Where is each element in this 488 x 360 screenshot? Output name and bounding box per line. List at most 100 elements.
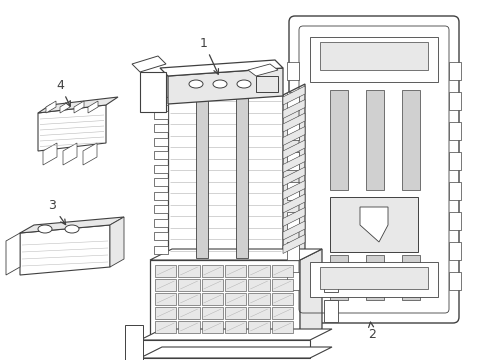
Polygon shape [283,153,305,172]
Bar [448,242,460,260]
Polygon shape [20,217,124,233]
Polygon shape [140,340,309,358]
Polygon shape [154,97,168,105]
Bar [309,37,437,82]
Polygon shape [132,56,165,72]
Polygon shape [247,64,278,76]
Polygon shape [154,246,168,253]
Polygon shape [178,307,199,319]
Ellipse shape [189,80,203,88]
Bar [324,300,337,322]
Bar [286,122,298,140]
Polygon shape [236,97,247,258]
Polygon shape [283,140,305,159]
Bar [329,197,417,252]
Polygon shape [359,207,387,242]
Polygon shape [283,180,305,199]
Polygon shape [88,101,98,113]
Bar [286,62,298,80]
Polygon shape [154,111,168,118]
Polygon shape [155,307,176,319]
Polygon shape [154,124,168,132]
Text: 1: 1 [200,36,218,74]
Bar [448,212,460,230]
Polygon shape [6,233,20,275]
Polygon shape [155,321,176,333]
Polygon shape [196,97,207,258]
Polygon shape [154,232,168,240]
Polygon shape [140,329,331,340]
Polygon shape [178,279,199,291]
Polygon shape [154,192,168,199]
Ellipse shape [213,80,226,88]
Polygon shape [150,249,321,260]
Polygon shape [154,205,168,213]
Polygon shape [150,260,299,340]
Polygon shape [83,143,97,165]
Polygon shape [201,293,223,305]
Polygon shape [74,101,84,113]
Polygon shape [154,178,168,186]
Bar [448,272,460,290]
Polygon shape [168,68,283,104]
Polygon shape [38,97,118,113]
Bar [448,182,460,200]
Bar [309,262,437,297]
Polygon shape [283,221,305,240]
Polygon shape [155,265,176,277]
Polygon shape [283,84,305,260]
Polygon shape [224,307,246,319]
Polygon shape [178,265,199,277]
Polygon shape [283,113,305,132]
Ellipse shape [38,225,52,233]
Polygon shape [168,95,283,260]
Polygon shape [248,321,269,333]
Polygon shape [283,126,305,145]
Text: 3: 3 [48,198,65,225]
Bar [448,152,460,170]
Polygon shape [201,307,223,319]
Polygon shape [46,101,56,113]
Bar [140,72,165,112]
Bar [286,242,298,260]
Polygon shape [201,279,223,291]
Polygon shape [329,255,347,300]
Bar [319,42,427,70]
Bar [319,267,427,289]
Polygon shape [283,234,305,253]
Polygon shape [283,207,305,226]
Polygon shape [271,321,292,333]
Polygon shape [283,99,305,118]
Polygon shape [178,321,199,333]
Polygon shape [224,265,246,277]
Bar [286,152,298,170]
Bar [256,76,278,92]
Polygon shape [283,194,305,213]
Polygon shape [201,265,223,277]
Polygon shape [224,279,246,291]
Polygon shape [401,255,419,300]
Bar [448,92,460,110]
Text: 4: 4 [56,78,70,106]
Polygon shape [365,255,383,300]
Polygon shape [20,225,110,275]
Polygon shape [154,151,168,159]
Polygon shape [248,293,269,305]
Bar [286,272,298,290]
Polygon shape [110,217,124,267]
Polygon shape [140,347,331,358]
Ellipse shape [237,80,250,88]
Polygon shape [271,265,292,277]
Polygon shape [155,279,176,291]
Bar [324,270,337,292]
Ellipse shape [65,225,79,233]
Polygon shape [283,167,305,186]
Bar [125,325,142,360]
Polygon shape [60,101,70,113]
Bar [286,212,298,230]
Polygon shape [401,90,419,190]
Polygon shape [271,307,292,319]
Polygon shape [160,60,283,76]
Polygon shape [329,90,347,190]
Polygon shape [271,293,292,305]
